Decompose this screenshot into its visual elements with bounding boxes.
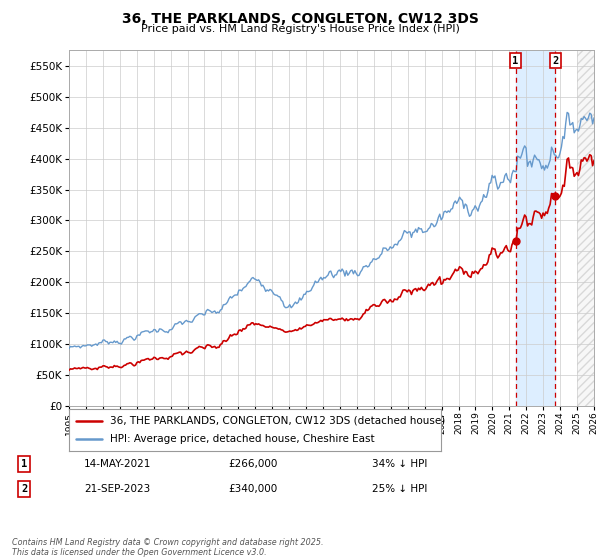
Text: Contains HM Land Registry data © Crown copyright and database right 2025.
This d: Contains HM Land Registry data © Crown c… (12, 538, 323, 557)
Text: 25% ↓ HPI: 25% ↓ HPI (372, 484, 427, 494)
Bar (577, 50, 594, 406)
Text: Price paid vs. HM Land Registry's House Price Index (HPI): Price paid vs. HM Land Registry's House … (140, 24, 460, 34)
Text: 14-MAY-2021: 14-MAY-2021 (84, 459, 151, 469)
Text: 1: 1 (512, 56, 519, 66)
Text: 36, THE PARKLANDS, CONGLETON, CW12 3DS: 36, THE PARKLANDS, CONGLETON, CW12 3DS (122, 12, 478, 26)
Text: 21-SEP-2023: 21-SEP-2023 (84, 484, 150, 494)
Text: £266,000: £266,000 (228, 459, 277, 469)
Text: 2: 2 (21, 484, 27, 494)
Bar (515, 50, 556, 406)
Text: 1: 1 (21, 459, 27, 469)
Text: 36, THE PARKLANDS, CONGLETON, CW12 3DS (detached house): 36, THE PARKLANDS, CONGLETON, CW12 3DS (… (110, 416, 445, 426)
Text: HPI: Average price, detached house, Cheshire East: HPI: Average price, detached house, Ches… (110, 434, 374, 444)
Text: 34% ↓ HPI: 34% ↓ HPI (372, 459, 427, 469)
Text: £340,000: £340,000 (228, 484, 277, 494)
Text: 2: 2 (552, 56, 559, 66)
